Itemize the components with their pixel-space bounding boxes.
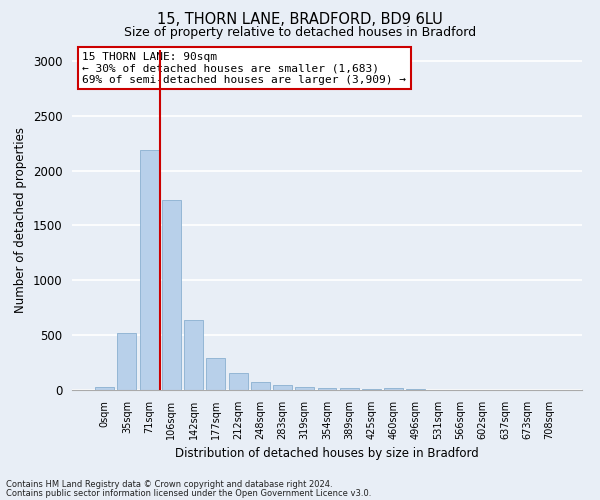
Text: 15, THORN LANE, BRADFORD, BD9 6LU: 15, THORN LANE, BRADFORD, BD9 6LU xyxy=(157,12,443,28)
Text: Size of property relative to detached houses in Bradford: Size of property relative to detached ho… xyxy=(124,26,476,39)
Text: 15 THORN LANE: 90sqm
← 30% of detached houses are smaller (1,683)
69% of semi-de: 15 THORN LANE: 90sqm ← 30% of detached h… xyxy=(82,52,406,85)
Text: Contains HM Land Registry data © Crown copyright and database right 2024.: Contains HM Land Registry data © Crown c… xyxy=(6,480,332,489)
Bar xyxy=(206,358,225,390)
Text: Contains public sector information licensed under the Open Government Licence v3: Contains public sector information licen… xyxy=(6,488,371,498)
Bar xyxy=(295,386,314,390)
Bar xyxy=(95,388,114,390)
Bar xyxy=(251,382,270,390)
Bar xyxy=(340,388,359,390)
Bar xyxy=(317,388,337,390)
Bar xyxy=(273,385,292,390)
Bar xyxy=(384,388,403,390)
X-axis label: Distribution of detached houses by size in Bradford: Distribution of detached houses by size … xyxy=(175,448,479,460)
Y-axis label: Number of detached properties: Number of detached properties xyxy=(14,127,27,313)
Bar xyxy=(118,333,136,390)
Bar xyxy=(140,150,158,390)
Bar xyxy=(229,373,248,390)
Bar xyxy=(184,320,203,390)
Bar xyxy=(162,200,181,390)
